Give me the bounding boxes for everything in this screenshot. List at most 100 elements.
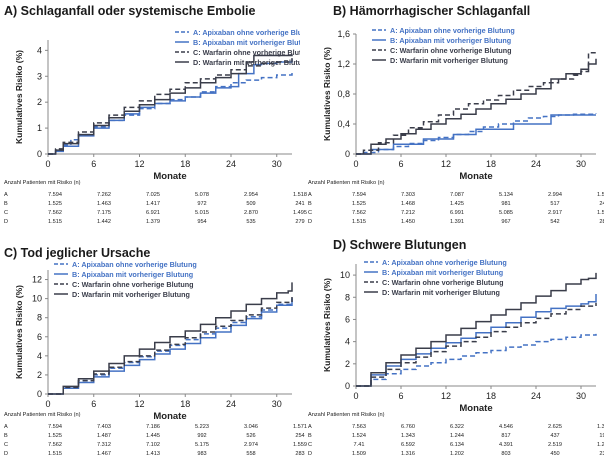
risk-cell: 1.515 — [48, 219, 62, 225]
risk-row-label: D — [308, 219, 313, 225]
risk-row-label: C — [4, 442, 9, 448]
y-tick-label: 3 — [37, 71, 42, 81]
risk-table-caption: Anzahl Patienten mit Risiko (n) — [4, 412, 81, 418]
legend-label-c: C: Warfarin ohne vorherige Blutung — [72, 280, 194, 289]
x-tick-label: 18 — [180, 399, 190, 409]
risk-row-label: A — [308, 192, 312, 198]
x-tick-label: 6 — [398, 391, 403, 401]
risk-cell: 1.515 — [352, 219, 366, 225]
risk-cell: 1.487 — [97, 433, 111, 439]
series-line-b — [48, 59, 293, 155]
legend-label-d: D: Warfarin mit vorheriger Blutung — [390, 56, 508, 65]
risk-cell: 5.134 — [499, 192, 513, 198]
risk-table-d: Anzahl Patienten mit Risiko (n) A 7.563 6.7… — [304, 412, 604, 468]
y-tick-label: 6 — [37, 332, 42, 342]
risk-cell: 981 — [501, 201, 511, 207]
risk-cell: 7.562 — [352, 210, 366, 216]
risk-cell: 1.524 — [352, 433, 366, 439]
risk-cell: 7.562 — [48, 442, 62, 448]
risk-cell: 3.046 — [244, 424, 258, 430]
series-line-d — [48, 282, 293, 395]
x-tick-label: 0 — [353, 391, 358, 401]
risk-cell: 1.468 — [401, 201, 415, 207]
risk-cell: 1.463 — [97, 201, 111, 207]
y-tick-label: 4 — [345, 337, 350, 347]
risk-cell: 1.571 — [293, 424, 307, 430]
x-axis-label: Monate — [459, 171, 492, 182]
risk-cell: 1.518 — [293, 192, 307, 198]
risk-cell: 7.087 — [450, 192, 464, 198]
legend-label-b: B: Apixaban mit vorheriger Blutung — [193, 38, 300, 47]
legend-label-b: B: Apixaban mit vorheriger Blutung — [72, 270, 193, 279]
x-tick-label: 12 — [441, 391, 451, 401]
risk-cell: 5.175 — [195, 442, 209, 448]
risk-cell: 241 — [295, 201, 305, 207]
risk-cell: 1.391 — [450, 219, 464, 225]
y-axis-label: Kumulatives Risiko (%) — [322, 47, 332, 141]
risk-cell: 6.991 — [450, 210, 464, 216]
risk-row-label: B — [308, 201, 312, 207]
panel-c-title: C) Tod jeglicher Ursache — [4, 246, 151, 260]
series-line-c — [48, 58, 293, 155]
risk-cell: 1.257 — [597, 442, 604, 448]
risk-row-label: B — [308, 433, 312, 439]
risk-cell: 2.917 — [548, 210, 562, 216]
legend-label-d: D: Warfarin mit vorheriger Blutung — [193, 58, 300, 67]
risk-cell: 7.594 — [352, 192, 366, 198]
risk-row-label: C — [4, 210, 9, 216]
risk-cell: 1.450 — [401, 219, 415, 225]
risk-cell: 1.244 — [450, 433, 464, 439]
risk-cell: 1.525 — [352, 201, 366, 207]
legend-label-c: C: Warfarin ohne vorherige Blutung — [193, 48, 300, 57]
risk-table-caption: Anzahl Patienten mit Risiko (n) — [308, 180, 385, 186]
panel-d-title: D) Schwere Blutungen — [333, 238, 467, 252]
risk-cell: 517 — [550, 201, 560, 207]
y-tick-label: 0 — [37, 389, 42, 399]
y-tick-label: 1,2 — [337, 59, 350, 69]
risk-cell: 4.546 — [499, 424, 513, 430]
risk-cell: 983 — [197, 451, 207, 457]
series-line-b — [356, 114, 596, 155]
risk-cell: 542 — [550, 219, 560, 225]
risk-cell: 1.525 — [48, 201, 62, 207]
risk-cell: 526 — [246, 433, 256, 439]
risk-cell: 193 — [599, 433, 604, 439]
risk-cell: 509 — [246, 201, 256, 207]
risk-cell: 1.495 — [293, 210, 307, 216]
y-tick-label: 8 — [37, 313, 42, 323]
y-tick-label: 2 — [345, 359, 350, 369]
x-tick-label: 0 — [353, 159, 358, 169]
risk-cell: 1.524 — [597, 210, 604, 216]
legend-label-b: B: Apixaban mit vorheriger Blutung — [382, 268, 503, 277]
y-tick-label: 8 — [345, 292, 350, 302]
risk-cell: 992 — [197, 433, 207, 439]
risk-table-a: Anzahl Patienten mit Risiko (n) A 7.594 7.2… — [0, 180, 307, 230]
risk-cell: 1.442 — [97, 219, 111, 225]
x-tick-label: 24 — [226, 159, 236, 169]
series-line-d — [356, 58, 597, 155]
risk-cell: 1.425 — [450, 201, 464, 207]
risk-cell: 1.324 — [597, 424, 604, 430]
risk-cell: 7.102 — [146, 442, 160, 448]
risk-cell: 7.563 — [352, 424, 366, 430]
x-tick-label: 18 — [486, 391, 496, 401]
risk-cell: 1.417 — [146, 201, 160, 207]
risk-row-label: A — [4, 424, 8, 430]
legend-label-d: D: Warfarin mit vorheriger Blutung — [382, 288, 500, 297]
risk-cell: 7.262 — [97, 192, 111, 198]
x-tick-label: 12 — [134, 399, 144, 409]
x-tick-label: 6 — [91, 159, 96, 169]
risk-row-label: C — [308, 442, 313, 448]
series-line-c — [356, 50, 597, 155]
risk-cell: 7.186 — [146, 424, 160, 430]
x-axis-label: Monate — [153, 411, 186, 422]
risk-cell: 1.379 — [146, 219, 160, 225]
risk-cell: 254 — [295, 433, 305, 439]
risk-cell: 1.445 — [146, 433, 160, 439]
y-tick-label: 0 — [37, 149, 42, 159]
risk-cell: 7.303 — [401, 192, 415, 198]
y-tick-label: 2 — [37, 370, 42, 380]
risk-cell: 954 — [197, 219, 207, 225]
